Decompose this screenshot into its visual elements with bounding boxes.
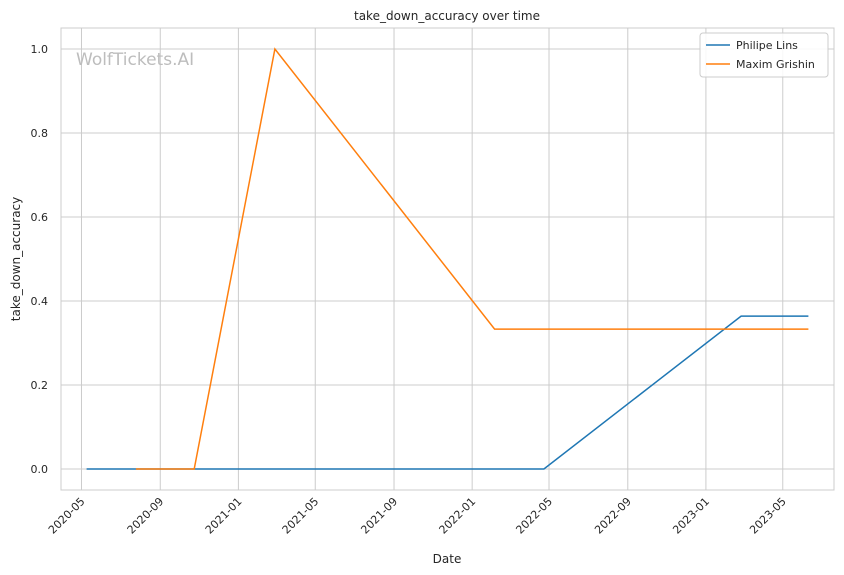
x-gridlines [80, 28, 784, 490]
x-tick-label: 2021-09 [358, 495, 400, 537]
x-tick-label: 2022-01 [437, 495, 479, 537]
legend-box [699, 32, 829, 78]
x-tick-label: 2022-05 [513, 495, 555, 537]
y-axis-label: take_down_accuracy [9, 197, 23, 321]
y-tick-label: 0.4 [31, 295, 49, 308]
series-line-philipe-lins [86, 315, 809, 470]
y-tick-label: 0.8 [31, 127, 49, 140]
plot-area [60, 27, 835, 491]
chart-title: take_down_accuracy over time [354, 9, 540, 23]
x-axis-label: Date [433, 552, 462, 566]
y-tick-label: 1.0 [31, 43, 49, 56]
y-tick-label: 0.0 [31, 463, 49, 476]
x-tick-labels: 2020-05 2020-09 2021-01 2021-05 2021-09 2022-… [46, 495, 789, 537]
legend-label-philipe-lins: Philipe Lins [736, 39, 798, 52]
y-tick-label: 0.2 [31, 379, 49, 392]
x-tick-label: 2023-01 [670, 495, 712, 537]
watermark: WolfTickets.AI [76, 50, 194, 70]
legend-label-maxim-grishin: Maxim Grishin [736, 58, 815, 71]
x-tick-label: 2020-05 [46, 495, 88, 537]
x-tick-label: 2023-05 [747, 495, 789, 537]
x-tick-label: 2021-01 [203, 495, 245, 537]
y-tick-labels: 0.0 0.2 0.4 0.6 0.8 1.0 [31, 43, 49, 476]
x-tick-label: 2021-05 [280, 495, 322, 537]
legend: Philipe Lins Maxim Grishin [699, 32, 829, 78]
series-layer [86, 47, 809, 470]
series-line-maxim-grishin [135, 47, 809, 470]
x-tick-label: 2020-09 [125, 495, 167, 537]
x-tick-label: 2022-09 [592, 495, 634, 537]
y-tick-label: 0.6 [31, 211, 49, 224]
